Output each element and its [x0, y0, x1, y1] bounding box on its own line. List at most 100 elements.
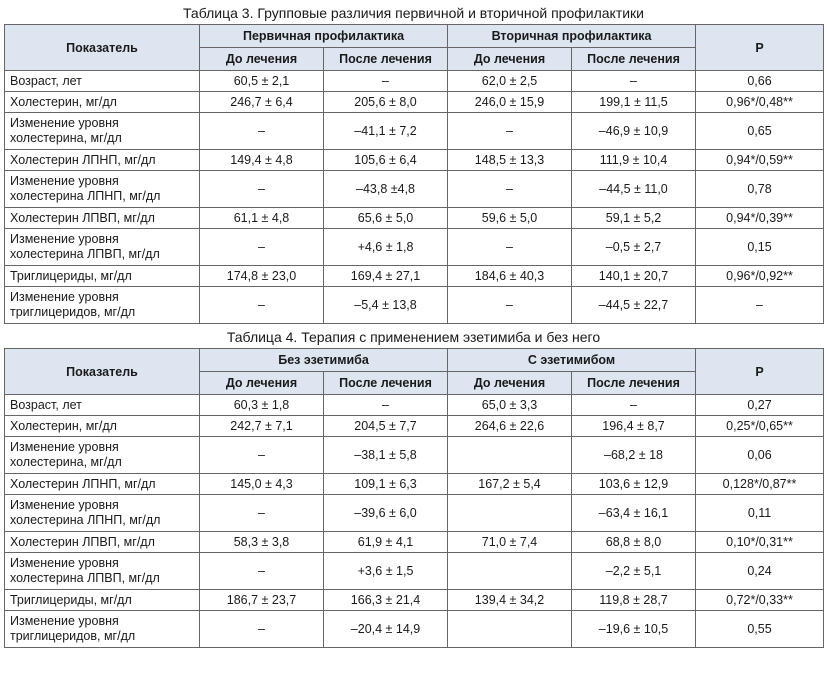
cell-group2-before: 148,5 ± 13,3 [447, 149, 573, 171]
cell-group1-after: 204,5 ± 7,7 [322, 415, 449, 437]
row-label: Холестерин ЛПВП, мг/дл [4, 207, 200, 229]
header-before: До лечения [447, 47, 573, 71]
header-indicator: Показатель [4, 348, 200, 395]
cell-group1-after: – [322, 394, 449, 416]
cell-p-value: 0,24 [695, 552, 825, 590]
cell-group2-after: –2,2 ± 5,1 [571, 552, 697, 590]
table-row: Холестерин, мг/дл 246,7 ± 6,4 205,6 ± 8,0 2… [4, 91, 825, 113]
cell-group2-after: 68,8 ± 8,0 [571, 531, 697, 553]
cell-group2-before: 62,0 ± 2,5 [447, 70, 573, 92]
table3-caption: Таблица 3. Групповые различия первичной … [183, 5, 644, 21]
table-row: Изменение уровня триглицеридов, мг/дл – –2… [4, 610, 825, 648]
header-p: P [695, 348, 825, 395]
cell-group1-after: 61,9 ± 4,1 [322, 531, 449, 553]
cell-p-value: 0,94*/0,39** [695, 207, 825, 229]
cell-group2-after: –46,9 ± 10,9 [571, 112, 697, 150]
cell-group1-before: – [199, 552, 324, 590]
cell-p-value: 0,27 [695, 394, 825, 416]
cell-group2-before: – [447, 228, 573, 266]
table-row: Холестерин ЛПВП, мг/дл 58,3 ± 3,8 61,9 ± 4… [4, 531, 825, 553]
cell-group2-before: 65,0 ± 3,3 [447, 394, 573, 416]
table-row: Изменение уровня холестерина ЛПВП, мг/дл… [4, 228, 825, 266]
cell-group1-before: – [199, 286, 324, 324]
table-row: Холестерин ЛПНП, мг/дл 145,0 ± 4,3 109,1 ±… [4, 473, 825, 495]
cell-group2-before: 71,0 ± 7,4 [447, 531, 573, 553]
header-after: После лечения [571, 371, 697, 395]
cell-p-value: 0,55 [695, 610, 825, 648]
cell-group1-before: 145,0 ± 4,3 [199, 473, 324, 495]
cell-group2-after: – [571, 394, 697, 416]
row-label: Холестерин ЛПВП, мг/дл [4, 531, 200, 553]
cell-group1-before: 242,7 ± 7,1 [199, 415, 324, 437]
cell-group2-after: –44,5 ± 22,7 [571, 286, 697, 324]
cell-group2-after: 196,4 ± 8,7 [571, 415, 697, 437]
header-after: После лечения [322, 371, 449, 395]
cell-group2-after: 103,6 ± 12,9 [571, 473, 697, 495]
table-row: Возраст, лет 60,5 ± 2,1–62,0 ± 2,5–0,66 [4, 70, 825, 92]
cell-p-value: 0,128*/0,87** [695, 473, 825, 495]
cell-group2-before: 167,2 ± 5,4 [447, 473, 573, 495]
cell-p-value: 0,94*/0,59** [695, 149, 825, 171]
cell-group2-before: 59,6 ± 5,0 [447, 207, 573, 229]
cell-group2-after: 119,8 ± 28,7 [571, 589, 697, 611]
cell-group2-before: 139,4 ± 34,2 [447, 589, 573, 611]
cell-group1-after: –43,8 ±4,8 [322, 170, 449, 208]
cell-group1-before: 246,7 ± 6,4 [199, 91, 324, 113]
cell-group2-after: – [571, 70, 697, 92]
table-row: Триглицериды, мг/дл 174,8 ± 23,0 169,4 ± 2… [4, 265, 825, 287]
cell-group2-before: – [447, 286, 573, 324]
cell-group1-before: – [199, 228, 324, 266]
row-label: Изменение уровня холестерина ЛПНП, мг/дл [4, 170, 200, 208]
cell-group2-before [447, 610, 573, 648]
header-p: P [695, 24, 825, 71]
header-indicator: Показатель [4, 24, 200, 71]
cell-group2-before: 184,6 ± 40,3 [447, 265, 573, 287]
cell-group1-before: 186,7 ± 23,7 [199, 589, 324, 611]
cell-group1-after: 65,6 ± 5,0 [322, 207, 449, 229]
row-label: Возраст, лет [4, 394, 200, 416]
cell-group1-before: 60,5 ± 2,1 [199, 70, 324, 92]
table4-caption: Таблица 4. Терапия с применением эзетими… [226, 329, 601, 345]
cell-group2-after: –68,2 ± 18 [571, 436, 697, 474]
cell-group2-after: 199,1 ± 11,5 [571, 91, 697, 113]
row-label: Изменение уровня холестерина, мг/дл [4, 436, 200, 474]
table-row: Изменение уровня холестерина ЛПНП, мг/дл… [4, 170, 825, 208]
header-after: После лечения [322, 47, 449, 71]
row-label: Изменение уровня холестерина ЛПВП, мг/дл [4, 228, 200, 266]
cell-p-value: 0,06 [695, 436, 825, 474]
row-label: Триглицериды, мг/дл [4, 265, 200, 287]
cell-group1-before: 174,8 ± 23,0 [199, 265, 324, 287]
cell-group1-after: 205,6 ± 8,0 [322, 91, 449, 113]
table-row: Изменение уровня холестерина ЛПНП, мг/дл… [4, 494, 825, 532]
cell-p-value: 0,96*/0,48** [695, 91, 825, 113]
table4-body: Возраст, лет 60,3 ± 1,8–65,0 ± 3,3–0,27 Хо… [4, 394, 825, 648]
row-label: Изменение уровня холестерина ЛПНП, мг/дл [4, 494, 200, 532]
cell-p-value: 0,72*/0,33** [695, 589, 825, 611]
table-row: Изменение уровня холестерина, мг/дл – –41,… [4, 112, 825, 150]
cell-p-value: – [695, 286, 825, 324]
cell-group1-after: 166,3 ± 21,4 [322, 589, 449, 611]
cell-group1-after: 169,4 ± 27,1 [322, 265, 449, 287]
row-label: Холестерин, мг/дл [4, 415, 200, 437]
cell-group2-after: 59,1 ± 5,2 [571, 207, 697, 229]
table3-body: Возраст, лет 60,5 ± 2,1–62,0 ± 2,5–0,66 Хо… [4, 70, 825, 324]
cell-group1-before: – [199, 112, 324, 150]
cell-p-value: 0,15 [695, 228, 825, 266]
header-before: До лечения [199, 47, 324, 71]
cell-p-value: 0,96*/0,92** [695, 265, 825, 287]
cell-p-value: 0,25*/0,65** [695, 415, 825, 437]
header-after: После лечения [571, 47, 697, 71]
cell-group2-before: – [447, 170, 573, 208]
row-label: Изменение уровня холестерина ЛПВП, мг/дл [4, 552, 200, 590]
row-label: Триглицериды, мг/дл [4, 589, 200, 611]
table-row: Изменение уровня триглицеридов, мг/дл – –5… [4, 286, 825, 324]
cell-group1-before: – [199, 170, 324, 208]
table-row: Холестерин ЛПВП, мг/дл 61,1 ± 4,8 65,6 ± 5… [4, 207, 825, 229]
cell-group2-before: – [447, 112, 573, 150]
row-label: Холестерин ЛПНП, мг/дл [4, 149, 200, 171]
cell-group2-after: 140,1 ± 20,7 [571, 265, 697, 287]
table-row: Изменение уровня холестерина, мг/дл – –38,… [4, 436, 825, 474]
cell-group1-after: – [322, 70, 449, 92]
cell-group1-before: 149,4 ± 4,8 [199, 149, 324, 171]
cell-group1-after: +4,6 ± 1,8 [322, 228, 449, 266]
